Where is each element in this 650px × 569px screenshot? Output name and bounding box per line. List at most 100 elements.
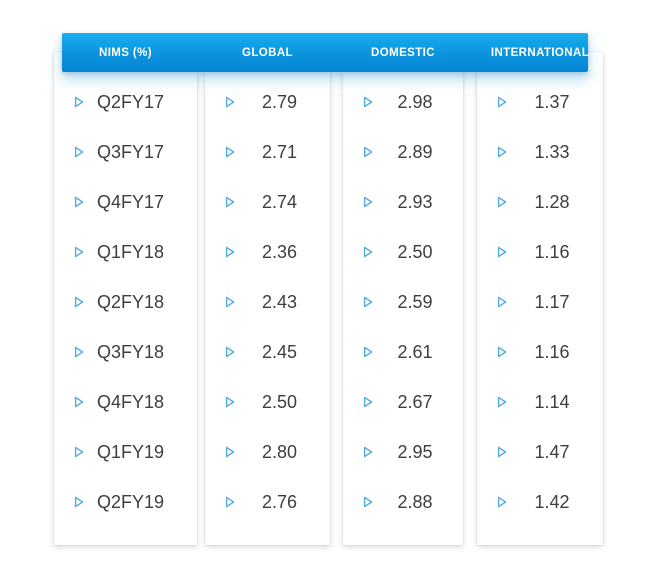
triangle-right-icon bbox=[74, 296, 84, 308]
triangle-right-icon bbox=[497, 146, 507, 158]
column-card-quarters: Q2FY17 Q3FY17 Q4FY17 Q1FY18 Q2FY18 Q3FY18 Q4FY… bbox=[54, 52, 197, 545]
table-cell: 1.17 bbox=[477, 277, 603, 327]
cell-value: 1.42 bbox=[534, 492, 570, 512]
cell-value: 2.74 bbox=[261, 192, 298, 212]
triangle-right-icon bbox=[497, 396, 507, 408]
table-cell: 2.74 bbox=[205, 177, 330, 227]
triangle-right-icon bbox=[363, 296, 373, 308]
cell-value: 2.71 bbox=[261, 142, 298, 162]
cell-value: 1.16 bbox=[534, 342, 570, 362]
triangle-right-icon bbox=[225, 196, 235, 208]
cell-value: 1.28 bbox=[534, 192, 570, 212]
cell-value: 2.80 bbox=[261, 442, 298, 462]
column-header-nims: NIMS (%) bbox=[98, 46, 153, 59]
cell-value: 2.79 bbox=[261, 92, 298, 112]
triangle-right-icon bbox=[74, 246, 84, 258]
cell-value: Q4FY18 bbox=[97, 392, 165, 412]
triangle-right-icon bbox=[225, 146, 235, 158]
cell-value: 2.98 bbox=[397, 92, 433, 112]
triangle-right-icon bbox=[497, 346, 507, 358]
cell-value: Q2FY19 bbox=[97, 492, 165, 512]
table-cell: Q1FY18 bbox=[54, 227, 197, 277]
table-cell: 1.37 bbox=[477, 77, 603, 127]
table-cell: Q1FY19 bbox=[54, 427, 197, 477]
table-cell: 2.79 bbox=[205, 77, 330, 127]
triangle-right-icon bbox=[74, 96, 84, 108]
table-cell: 2.43 bbox=[205, 277, 330, 327]
cell-value: Q3FY18 bbox=[97, 342, 165, 362]
cell-value: 2.89 bbox=[397, 142, 433, 162]
table-cell: Q2FY19 bbox=[54, 477, 197, 527]
cell-value: Q2FY17 bbox=[97, 92, 165, 112]
triangle-right-icon bbox=[74, 146, 84, 158]
cell-value: 2.61 bbox=[397, 342, 433, 362]
triangle-right-icon bbox=[225, 246, 235, 258]
table-body: Q2FY17 Q3FY17 Q4FY17 Q1FY18 Q2FY18 Q3FY18 Q4FY… bbox=[54, 52, 603, 545]
cell-value: 1.16 bbox=[534, 242, 570, 262]
table-cell: 2.50 bbox=[343, 227, 463, 277]
column-header-global: GLOBAL bbox=[242, 46, 293, 59]
table-cell: 1.33 bbox=[477, 127, 603, 177]
triangle-right-icon bbox=[74, 196, 84, 208]
triangle-right-icon bbox=[497, 96, 507, 108]
cell-value: 2.76 bbox=[261, 492, 298, 512]
column-header-domestic: DOMESTIC bbox=[371, 46, 435, 59]
cell-value: 2.43 bbox=[261, 292, 298, 312]
table-cell: 1.42 bbox=[477, 477, 603, 527]
column-card-domestic: 2.98 2.89 2.93 2.50 2.59 2.61 2.67 2.95 2.88 bbox=[343, 52, 463, 545]
table-cell: Q4FY17 bbox=[54, 177, 197, 227]
table-cell: 2.67 bbox=[343, 377, 463, 427]
table-cell: 2.93 bbox=[343, 177, 463, 227]
table-cell: 2.59 bbox=[343, 277, 463, 327]
triangle-right-icon bbox=[74, 346, 84, 358]
triangle-right-icon bbox=[225, 96, 235, 108]
table-cell: 2.50 bbox=[205, 377, 330, 427]
triangle-right-icon bbox=[363, 196, 373, 208]
cell-value: 1.33 bbox=[534, 142, 570, 162]
cell-value: 2.93 bbox=[397, 192, 433, 212]
triangle-right-icon bbox=[225, 446, 235, 458]
cell-value: 2.50 bbox=[261, 392, 298, 412]
cell-value: 1.14 bbox=[534, 392, 570, 412]
cell-value: 2.45 bbox=[261, 342, 298, 362]
table-cell: Q2FY17 bbox=[54, 77, 197, 127]
triangle-right-icon bbox=[497, 496, 507, 508]
cell-value: Q4FY17 bbox=[97, 192, 165, 212]
table-cell: 2.88 bbox=[343, 477, 463, 527]
triangle-right-icon bbox=[225, 496, 235, 508]
table-cell: 1.14 bbox=[477, 377, 603, 427]
table-cell: 2.36 bbox=[205, 227, 330, 277]
triangle-right-icon bbox=[225, 396, 235, 408]
cell-value: 2.50 bbox=[397, 242, 433, 262]
cell-value: 1.17 bbox=[534, 292, 570, 312]
column-card-international: 1.37 1.33 1.28 1.16 1.17 1.16 1.14 1.47 1.42 bbox=[477, 52, 603, 545]
triangle-right-icon bbox=[497, 296, 507, 308]
triangle-right-icon bbox=[497, 196, 507, 208]
triangle-right-icon bbox=[363, 146, 373, 158]
table-cell: 2.45 bbox=[205, 327, 330, 377]
table-cell: Q3FY18 bbox=[54, 327, 197, 377]
table-cell: 2.76 bbox=[205, 477, 330, 527]
table-cell: 2.80 bbox=[205, 427, 330, 477]
table-header-bar bbox=[62, 33, 588, 72]
cell-value: 1.47 bbox=[534, 442, 570, 462]
cell-value: 2.88 bbox=[397, 492, 433, 512]
triangle-right-icon bbox=[497, 246, 507, 258]
table-cell: Q2FY18 bbox=[54, 277, 197, 327]
table-cell: Q3FY17 bbox=[54, 127, 197, 177]
cell-value: Q3FY17 bbox=[97, 142, 165, 162]
cell-value: Q1FY18 bbox=[97, 242, 165, 262]
table-header-row: NIMS (%) GLOBAL DOMESTIC INTERNATIONAL bbox=[54, 33, 603, 72]
table-cell: 2.95 bbox=[343, 427, 463, 477]
cell-value: Q1FY19 bbox=[97, 442, 165, 462]
triangle-right-icon bbox=[74, 396, 84, 408]
table-cell: 1.16 bbox=[477, 327, 603, 377]
triangle-right-icon bbox=[225, 296, 235, 308]
triangle-right-icon bbox=[363, 446, 373, 458]
table-cell: 2.98 bbox=[343, 77, 463, 127]
table-cell: 2.89 bbox=[343, 127, 463, 177]
triangle-right-icon bbox=[363, 246, 373, 258]
table-cell: 2.61 bbox=[343, 327, 463, 377]
triangle-right-icon bbox=[74, 446, 84, 458]
